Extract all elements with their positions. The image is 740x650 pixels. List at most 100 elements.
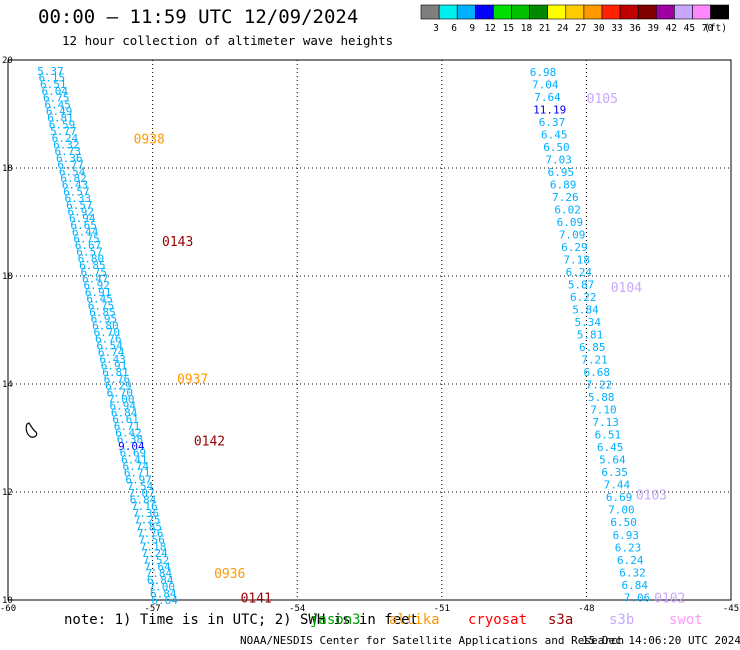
y-tick-label: 18	[2, 164, 13, 174]
wave-height-label: 6.51	[595, 429, 622, 442]
legend-label: 45	[684, 23, 695, 34]
wave-height-label: 5.87	[568, 279, 595, 292]
x-tick-label: -51	[434, 604, 450, 612]
wave-height-label: 6.44	[72, 226, 99, 239]
wave-height-label: 7.56	[138, 534, 165, 547]
pass-time-label: 0936	[214, 567, 245, 582]
wave-height-label: 7.25	[134, 514, 161, 527]
legend-label: 6	[451, 23, 457, 34]
satellite-legend: jason3 altika cryosat s3a s3b swot	[0, 612, 740, 630]
wave-height-label: 6.82	[60, 172, 87, 185]
wave-height-label: 7.54	[127, 480, 154, 493]
wave-height-label: 6.71	[114, 420, 141, 433]
legend-label: 36	[629, 23, 641, 34]
x-tick-label: -48	[578, 604, 594, 612]
wave-height-label: 6.85	[579, 341, 606, 354]
wave-height-map: -60 -57 -54 -51 -48 -451012141818205.376.156.…	[0, 56, 739, 612]
wave-height-label: 6.61	[112, 413, 139, 426]
wave-height-label: 7.64	[144, 561, 171, 574]
wave-height-label: 6.43	[62, 179, 89, 192]
wave-height-label: 6.92	[68, 205, 95, 218]
y-tick-label: 14	[2, 380, 13, 390]
legend-label: 9	[469, 23, 475, 34]
wave-height-label: 6.97	[125, 473, 152, 486]
x-tick-label: -54	[289, 604, 305, 612]
wave-height-label: 6.91	[85, 286, 112, 299]
wave-height-label: 6.24	[52, 132, 79, 145]
wave-height-label: 7.06	[624, 591, 651, 604]
wave-height-label: 6.24	[566, 266, 593, 279]
wave-height-label: 6.36	[56, 152, 83, 165]
wave-height-label: 6.41	[121, 453, 148, 466]
timestamp-text: 15 Dec 14:06:20 UTC 2024	[582, 634, 740, 647]
wave-height-label: 6.84	[130, 494, 157, 507]
wave-height-label: 6.65	[70, 219, 97, 232]
legend-swatch	[710, 4, 729, 20]
wave-height-label: 7.22	[586, 379, 613, 392]
wave-height-label: 6.54	[96, 339, 123, 352]
legend-label: 3	[433, 23, 439, 34]
wave-height-label: 6.95	[548, 166, 575, 179]
wave-height-label: 6.84	[622, 579, 649, 592]
color-legend: 3 6 9 12 15 18 21 24 27 30 33 36 39 42 45 70(ft)	[420, 4, 729, 34]
wave-height-label: 7.76	[137, 527, 164, 540]
wave-height-label: 6.59	[49, 118, 76, 131]
wave-height-label: 6.51	[40, 78, 67, 91]
wave-height-label: 6.77	[57, 159, 84, 172]
wave-height-label: 7.18	[140, 540, 167, 553]
wave-height-label: 6.29	[561, 241, 588, 254]
wave-height-label: 7.21	[581, 354, 608, 367]
wave-height-label: 7.10	[590, 404, 617, 417]
wave-height-label: 6.71	[124, 467, 151, 480]
wave-height-label: 6.09	[557, 216, 584, 229]
legend-label: 70	[702, 23, 714, 34]
wave-height-label: 7.85	[135, 520, 162, 533]
wave-height-label: 6.45	[44, 98, 71, 111]
wave-height-label: 6.93	[613, 529, 640, 542]
wave-height-label: 6.37	[539, 116, 566, 129]
wave-height-label: 6.94	[69, 212, 96, 225]
wave-height-label: 6.85	[89, 306, 116, 319]
wave-height-label: 6.47	[82, 272, 109, 285]
pass-time-label: 0105	[587, 92, 618, 107]
satellite-name-jason3: jason3	[310, 612, 361, 628]
wave-height-label: 6.89	[550, 178, 577, 191]
satellite-name-swot: swot	[669, 612, 703, 628]
wave-height-label: 6.84	[147, 574, 174, 587]
wave-height-label: 6.22	[570, 291, 597, 304]
wave-height-label: 6.24	[617, 554, 644, 567]
wave-height-label: 6.73	[55, 145, 82, 158]
wave-height-label: 6.50	[543, 141, 570, 154]
wave-height-label: 6.32	[619, 566, 646, 579]
wave-height-label: 6.49	[46, 105, 73, 118]
wave-height-label: 6.75	[81, 266, 108, 279]
wave-height-label: 9.04	[118, 440, 145, 453]
legend-label: 12	[485, 23, 496, 34]
y-tick-label: 12	[2, 488, 13, 498]
wave-height-label: 6.84	[150, 587, 177, 600]
legend-label: 42	[666, 23, 677, 34]
pass-time-label: 0104	[611, 281, 642, 296]
wave-height-label: 6.76	[104, 373, 131, 386]
wave-height-label: 6.91	[101, 360, 128, 373]
wave-height-label: 7.24	[141, 547, 168, 560]
legend-label: 15	[503, 23, 514, 34]
wave-height-label: 7.03	[545, 153, 572, 166]
wave-height-label: 6.69	[120, 447, 147, 460]
wave-height-label: 6.54	[59, 165, 86, 178]
wave-height-label: 6.50	[610, 516, 637, 529]
wave-height-label: 6.98	[530, 66, 557, 79]
pass-time-label: 0142	[194, 435, 225, 450]
wave-height-label: 7.04	[532, 78, 559, 91]
note-text: note: 1) Time is in UTC; 2) SWH is in fe…	[64, 612, 419, 628]
wave-height-label: 6.80	[92, 319, 119, 332]
pass-time-label: 0103	[636, 489, 667, 504]
wave-height-label: 6.76	[95, 333, 122, 346]
wave-height-label: 5.77	[50, 125, 77, 138]
wave-height-label: 7.36	[133, 507, 160, 520]
wave-height-label: 6.42	[115, 427, 142, 440]
y-tick-label: 18	[2, 272, 13, 282]
wave-height-label: 6.92	[83, 279, 110, 292]
wave-height-label: 6.81	[47, 112, 74, 125]
wave-height-label: 7.26	[552, 191, 579, 204]
